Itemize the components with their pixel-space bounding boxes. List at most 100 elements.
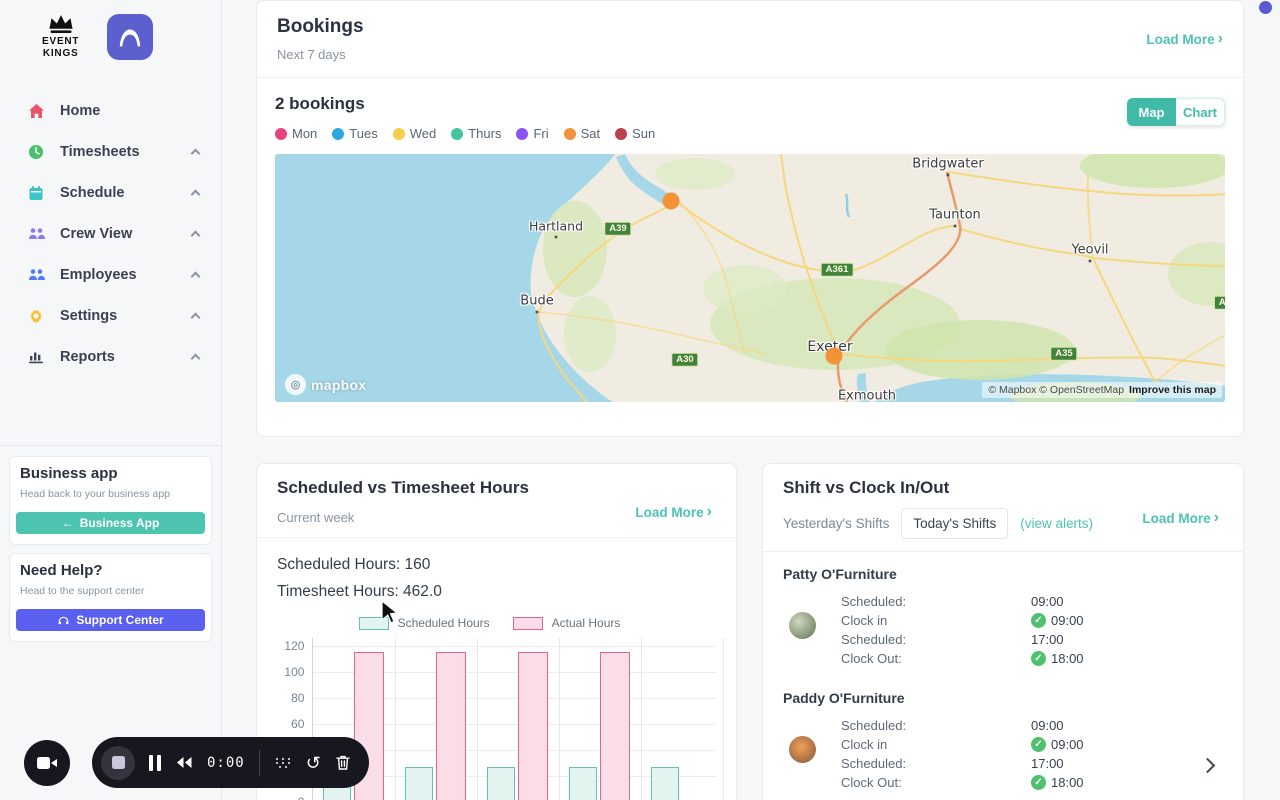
restart-recording-button[interactable]: ↺ bbox=[306, 754, 321, 772]
load-more-label: Load More bbox=[1146, 31, 1215, 47]
pause-button[interactable] bbox=[149, 754, 161, 771]
sidebar-item-timesheets[interactable]: Timesheets bbox=[0, 131, 221, 172]
employee-name: Paddy O'Furniture bbox=[783, 690, 905, 706]
booking-marker[interactable] bbox=[825, 347, 843, 365]
shift-tabs: Yesterday's Shifts Today's Shifts (view … bbox=[783, 508, 1223, 539]
delete-recording-button[interactable] bbox=[335, 754, 351, 771]
map-label-layer: Bridgwater Taunton Yeovil Hartland Bude Exete… bbox=[275, 154, 1225, 402]
bookings-map[interactable]: Bridgwater Taunton Yeovil Hartland Bude Exete… bbox=[275, 154, 1225, 402]
sidebar: EVENT KINGS Home Timesheets bbox=[0, 0, 222, 800]
toggle-chart-button[interactable]: Chart bbox=[1176, 98, 1225, 126]
bar-scheduled bbox=[651, 767, 680, 800]
gridline-h bbox=[313, 646, 716, 647]
booking-marker[interactable] bbox=[662, 192, 680, 210]
sidebar-item-label: Crew View bbox=[60, 225, 133, 242]
shift-row-value: 09:00 bbox=[1031, 594, 1064, 609]
legend-dot bbox=[516, 127, 529, 140]
rewind-icon bbox=[177, 757, 192, 768]
shift-row-value: ✓ 18:00 bbox=[1031, 775, 1084, 790]
y-tick-label: 60 bbox=[291, 717, 305, 731]
sidebar-item-schedule[interactable]: Schedule bbox=[0, 172, 221, 213]
sidebar-item-employees[interactable]: Employees bbox=[0, 254, 221, 295]
sidebar-bottom: Business app Head back to your business … bbox=[0, 445, 221, 650]
need-help-card: Need Help? Head to the support center Su… bbox=[9, 553, 212, 642]
shift-body: Patty O'Furniture Scheduled: 09:00 Clock … bbox=[763, 552, 1243, 792]
view-alerts-link[interactable]: (view alerts) bbox=[1020, 516, 1094, 531]
map-town-label: Exmouth bbox=[837, 388, 897, 403]
bar-scheduled bbox=[405, 767, 434, 800]
hours-load-more-link[interactable]: Load More › bbox=[635, 504, 712, 520]
map-town-dot bbox=[946, 173, 950, 177]
gridline-v bbox=[641, 638, 643, 800]
map-copyright[interactable]: © Mapbox © OpenStreetMap bbox=[988, 384, 1125, 396]
toggle-map-button[interactable]: Map bbox=[1127, 98, 1176, 126]
avatar bbox=[789, 736, 816, 763]
legend-dot bbox=[392, 127, 405, 140]
stop-recording-button[interactable] bbox=[101, 745, 135, 780]
camera-toggle-button[interactable] bbox=[24, 740, 70, 786]
map-attribution: © Mapbox © OpenStreetMap Improve this ma… bbox=[982, 382, 1222, 398]
shift-row-value: ✓ 09:00 bbox=[1031, 613, 1084, 628]
map-chart-toggle: Map Chart bbox=[1127, 98, 1225, 126]
chevron-up-icon bbox=[190, 353, 201, 364]
shift-row-label: Scheduled: bbox=[841, 756, 907, 771]
day-legend: Mon Tues Wed Thurs Fri Sat Sun bbox=[275, 126, 1225, 141]
mapbox-logo[interactable]: ◎ mapbox bbox=[285, 374, 366, 395]
bookings-load-more-link[interactable]: Load More › bbox=[1146, 31, 1223, 47]
shift-row-label: Scheduled: bbox=[841, 632, 907, 647]
headset-icon bbox=[58, 616, 69, 625]
chevron-right-icon: › bbox=[706, 503, 712, 520]
business-app-button[interactable]: ← Business App bbox=[16, 512, 205, 534]
sidebar-item-label: Reports bbox=[60, 348, 115, 365]
map-town-dot bbox=[953, 224, 957, 228]
legend-label: Sun bbox=[632, 126, 656, 141]
stop-icon bbox=[111, 756, 125, 769]
chevron-up-icon bbox=[190, 189, 201, 200]
shift-title: Shift vs Clock In/Out bbox=[783, 478, 950, 497]
road-shield: A3 bbox=[1213, 295, 1225, 311]
chevron-right-icon: › bbox=[1217, 30, 1223, 47]
load-more-label: Load More bbox=[635, 504, 704, 520]
recorder-toolbar: 0:00 ↺ bbox=[92, 737, 369, 788]
tab-yesterdays-shifts[interactable]: Yesterday's Shifts bbox=[783, 516, 890, 531]
shift-row-value: ✓ 18:00 bbox=[1031, 651, 1084, 666]
sidebar-item-settings[interactable]: Settings bbox=[0, 295, 221, 336]
rewind-button[interactable] bbox=[175, 756, 193, 769]
legend-item-wed: Wed bbox=[392, 126, 436, 141]
support-center-button-label: Support Center bbox=[76, 613, 164, 627]
legend-label: Tues bbox=[349, 126, 378, 141]
sidebar-item-crew-view[interactable]: Crew View bbox=[0, 213, 221, 254]
sidebar-item-label: Home bbox=[60, 102, 101, 119]
hours-chart: 020406080100120 bbox=[277, 638, 725, 800]
app-icon[interactable] bbox=[107, 13, 154, 60]
tab-todays-shifts[interactable]: Today's Shifts bbox=[901, 508, 1009, 539]
business-app-button-label: Business App bbox=[79, 516, 160, 530]
brand-line2: KINGS bbox=[42, 48, 79, 59]
sidebar-item-label: Schedule bbox=[60, 184, 125, 201]
legend-item-tues: Tues bbox=[332, 126, 378, 141]
calendar-icon bbox=[26, 185, 46, 201]
hours-header: Scheduled vs Timesheet Hours Current wee… bbox=[257, 464, 736, 538]
bar-scheduled bbox=[569, 767, 598, 800]
timesheet-hours-total: Timesheet Hours: 462.0 bbox=[277, 583, 442, 600]
sidebar-item-home[interactable]: Home bbox=[0, 90, 221, 131]
hours-subtitle: Current week bbox=[277, 510, 355, 525]
recording-timer: 0:00 bbox=[207, 754, 245, 771]
shift-row-value: 09:00 bbox=[1031, 718, 1064, 733]
bookings-header: Bookings Next 7 days Load More › bbox=[257, 1, 1243, 78]
reports-icon bbox=[26, 349, 46, 364]
hours-title: Scheduled vs Timesheet Hours bbox=[277, 478, 529, 497]
support-center-button[interactable]: Support Center bbox=[16, 609, 205, 631]
shift-entry: Paddy O'Furniture Scheduled: 09:00 Clock … bbox=[783, 690, 1223, 792]
floating-widget-button[interactable] bbox=[1259, 1, 1272, 14]
sidebar-item-label: Settings bbox=[60, 307, 118, 324]
gridline-h bbox=[313, 750, 716, 751]
sidebar-item-reports[interactable]: Reports bbox=[0, 336, 221, 377]
shift-row-value: 17:00 bbox=[1031, 756, 1064, 771]
map-town-label: Hartland bbox=[528, 218, 584, 234]
check-icon: ✓ bbox=[1031, 775, 1046, 790]
y-tick-label: 0 bbox=[298, 795, 305, 800]
shift-load-more-link[interactable]: Load More › bbox=[1142, 510, 1219, 526]
improve-map-link[interactable]: Improve this map bbox=[1129, 384, 1216, 396]
effects-button[interactable] bbox=[274, 755, 292, 771]
